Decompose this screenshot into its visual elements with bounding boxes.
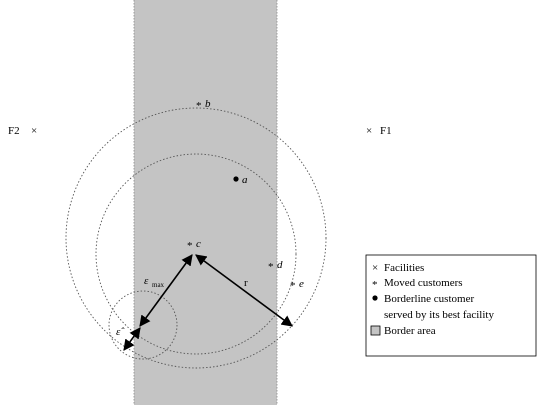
border-area-band [134,0,277,405]
customer-d-label: d [277,259,283,271]
legend-border-area-label: Border area [384,325,436,337]
legend-box [365,254,537,357]
customer-b-label: b [205,98,211,110]
legend-border-area-swatch [370,325,381,336]
legend-borderline-marker [372,295,378,301]
epsilon-hat-label: ε̂ [116,326,125,338]
legend: × Facilities * Moved customers Borderlin… [365,254,537,357]
customer-a-label: a [242,174,248,186]
epsilon-max-subscript: max [152,281,165,289]
facility-f2-marker: × [31,125,37,137]
legend-facilities-marker: × [372,262,378,274]
legend-moved-label: Moved customers [384,277,463,289]
customer-c-label: c [196,238,201,250]
customer-b-marker: * [196,100,202,112]
facility-f1-label: F1 [380,125,392,137]
epsilon-max-arrow [139,254,193,327]
facility-f2-label: F2 [8,125,20,137]
facility-f1-marker: × [366,125,372,137]
legend-borderline-label-1: Borderline customer [384,293,474,305]
customer-e-marker: * [290,280,296,292]
epsilon-hat-arrow [123,327,141,351]
customer-c-marker: * [187,240,193,252]
legend-facilities-label: Facilities [384,262,424,274]
legend-borderline-label-2: served by its best facility [384,309,494,321]
radius-label: r [244,277,248,289]
customer-a-marker [233,176,239,182]
customer-e-label: e [299,278,304,290]
epsilon-max-label: ε [144,275,149,287]
inner-circle [95,153,297,355]
legend-moved-marker: * [372,279,378,291]
outer-circle [65,107,327,369]
radius-arrow [195,254,293,327]
customer-d-marker: * [268,261,274,273]
